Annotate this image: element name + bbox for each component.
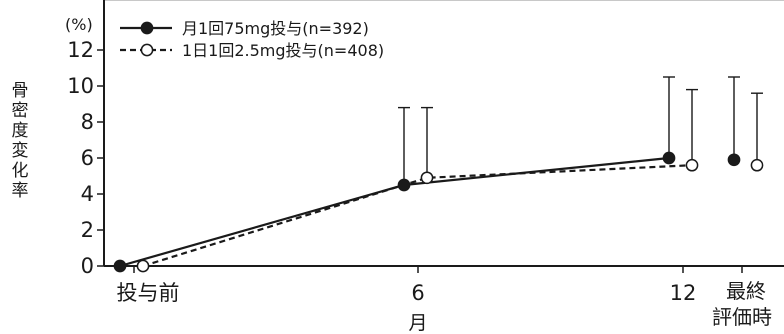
final-label-line: 評価時 (712, 305, 772, 329)
legend: 月1回75mg投与(n=392) 1日1回2.5mg投与(n=408) (120, 19, 384, 60)
data-point (113, 259, 127, 273)
y-tick-label: 12 (67, 38, 94, 62)
y-axis-title-char: 率 (12, 181, 29, 201)
y-axis-title-char: 骨 (12, 81, 29, 101)
data-point (662, 151, 676, 165)
legend-marker (140, 21, 154, 35)
final-data-point (750, 158, 764, 172)
y-tick-label: 4 (81, 182, 94, 206)
y-axis-title-char: 変 (12, 141, 29, 161)
y-unit-label: (%) (65, 15, 93, 34)
y-tick-label: 6 (81, 146, 94, 170)
y-tick-label: 8 (81, 110, 94, 134)
final-data-point (727, 153, 741, 167)
legend-label: 1日1回2.5mg投与(n=408) (182, 41, 384, 60)
x-tick-label: 12 (670, 281, 697, 305)
y-tick-label: 0 (81, 254, 94, 278)
y-axis-title-char: 密 (12, 101, 29, 121)
data-point (685, 158, 699, 172)
data-point (420, 171, 434, 185)
y-axis-title-char: 度 (12, 121, 29, 141)
series-line (142, 164, 693, 268)
y-tick-label: 2 (81, 218, 94, 242)
series-layer (113, 76, 764, 273)
y-axis-title-char: 化 (12, 161, 29, 181)
series-line (119, 156, 670, 268)
y-tick-label: 10 (67, 74, 94, 98)
legend-marker (140, 43, 154, 57)
x-tick-label: 6 (411, 281, 424, 305)
x-axis-ticks: 投与前 6 12 (117, 266, 743, 305)
y-axis-ticks: 0 2 4 6 8 10 12 (67, 38, 104, 278)
data-point (136, 259, 150, 273)
legend-label: 月1回75mg投与(n=392) (182, 19, 369, 38)
series-2 (136, 88, 764, 273)
x-tick-label: 投与前 (117, 281, 180, 305)
final-label-line: 最終 (726, 279, 766, 303)
x-axis-title: 月 (408, 312, 427, 334)
